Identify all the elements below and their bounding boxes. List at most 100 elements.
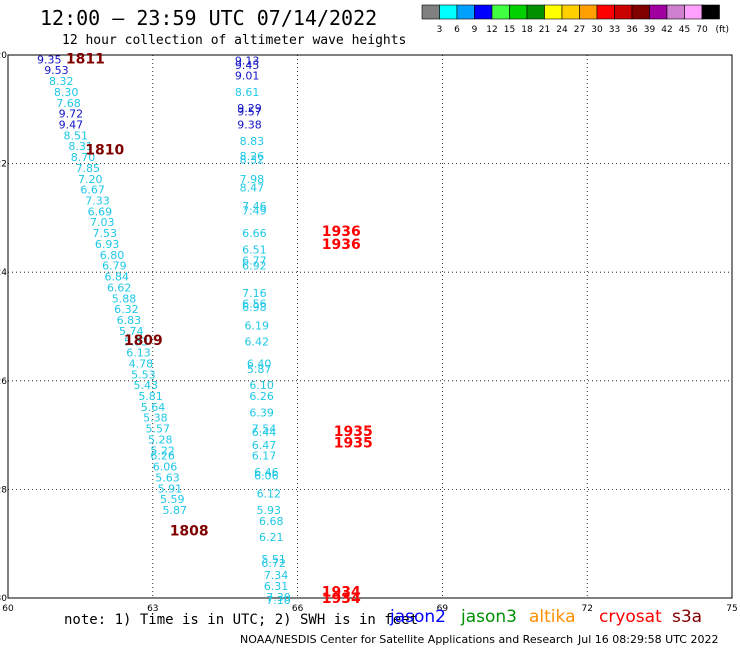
footer-note: note: 1) Time is in UTC; 2) SWH is in fe… xyxy=(64,612,419,628)
wave-height-value: 8.61 xyxy=(235,86,260,99)
wave-height-value: 7.54 xyxy=(252,423,277,436)
wave-height-value: 7.03 xyxy=(90,216,115,229)
legend-tick-label: 18 xyxy=(521,25,533,35)
longitude-label: 63 xyxy=(147,604,158,614)
latitude-label: -22 xyxy=(0,160,7,170)
wave-height-value: 6.62 xyxy=(107,281,131,294)
wave-height-value: 6.80 xyxy=(100,249,125,262)
wave-height-value: 7.68 xyxy=(56,97,80,110)
wave-height-value: 6.83 xyxy=(117,314,142,327)
wave-height-value: 6.39 xyxy=(249,406,273,419)
legend-tick-label: 27 xyxy=(574,25,585,35)
legend-tick-label: 36 xyxy=(626,25,638,35)
legend-swatch xyxy=(649,4,668,20)
legend-swatch xyxy=(701,4,720,20)
legend-tick-label: 45 xyxy=(679,25,690,35)
wave-height-value: 9.45 xyxy=(235,59,260,72)
wave-height-value: 9.35 xyxy=(37,53,62,66)
longitude-label: 69 xyxy=(437,604,449,614)
wave-height-values: 9.359.53 8.32 8.307.689.729.478.518.318.70… xyxy=(37,53,291,607)
wave-height-value: 6.67 xyxy=(80,184,105,197)
wave-height-value: 9.53 xyxy=(44,64,68,77)
wave-height-value: 6.69 xyxy=(88,205,113,218)
wave-height-value: 9.47 xyxy=(59,119,84,132)
wave-height-value: 5.43 xyxy=(133,379,158,392)
wave-height-value: 5.93 xyxy=(257,504,282,517)
wave-height-value: 6.31 xyxy=(264,580,289,593)
wave-height-value: 8.47 xyxy=(240,181,265,194)
wave-height-value: 5.59 xyxy=(160,493,185,506)
wave-height-value: 6.79 xyxy=(102,260,127,273)
pass-time-label: 1811 xyxy=(66,51,105,67)
legend-tick-label: 12 xyxy=(486,25,497,35)
wave-height-value: 5.87 xyxy=(247,363,271,376)
wave-height-value: 5.53 xyxy=(124,336,149,349)
latitude-label: -20 xyxy=(0,51,7,61)
wave-height-value: 6.46 xyxy=(254,466,279,479)
pass-time-label: 1936 xyxy=(322,224,361,240)
wave-height-value: 5.28 xyxy=(148,433,173,446)
wave-height-value: 6.72 xyxy=(261,557,286,570)
legend-swatch xyxy=(666,4,685,20)
wave-height-value: 6.26 xyxy=(249,390,273,403)
legend-tick-label: 39 xyxy=(644,25,656,35)
wave-height-value: 8.70 xyxy=(71,151,96,164)
legend-tick-label: 33 xyxy=(609,25,620,35)
wave-height-value: 6.06 xyxy=(254,469,279,482)
wave-height-value: 6.42 xyxy=(245,336,269,349)
map-axis-labels: 60 63 66 69 72 75 -20 -22 -24 -26 -28 -30 xyxy=(0,51,738,614)
satellite-label-s3a: s3a xyxy=(672,607,703,627)
wave-height-value: 5.74 xyxy=(119,325,144,338)
wave-height-value: 5.81 xyxy=(138,390,163,403)
pass-time-label: 1809 xyxy=(124,333,163,349)
wave-height-value: 7.53 xyxy=(92,227,117,240)
legend-tick-label: 42 xyxy=(661,25,672,35)
wave-height-value: 7.46 xyxy=(242,200,266,213)
map-grid xyxy=(8,55,732,598)
wave-height-value: 8.32 xyxy=(240,153,265,166)
legend-swatch xyxy=(491,4,510,20)
wave-height-value: 4.78 xyxy=(129,357,154,370)
latitude-label: -28 xyxy=(0,485,7,495)
satellite-label-altika: altika xyxy=(529,607,576,627)
wave-height-value: 6.19 xyxy=(245,319,269,332)
satellite-label-jason2: jason2 xyxy=(390,607,446,627)
wave-height-value: 5.87 xyxy=(162,504,187,517)
legend-swatch xyxy=(474,4,493,20)
legend-swatch xyxy=(684,4,703,20)
wave-height-value: 8.30 xyxy=(54,86,79,99)
wave-height-value: 9.01 xyxy=(235,70,260,83)
wave-height-value: 6.10 xyxy=(249,379,273,392)
legend-swatch xyxy=(544,4,563,20)
wave-height-value: 6.21 xyxy=(259,531,284,544)
legend-tick-label: 70 xyxy=(696,25,708,35)
wave-height-value: 6.47 xyxy=(252,439,277,452)
pass-time-label: 1935 xyxy=(334,436,373,452)
wave-height-value: 5.88 xyxy=(112,292,137,305)
legend-swatch xyxy=(631,4,650,20)
wave-height-value: 9.72 xyxy=(59,108,84,121)
wave-height-value: 7.33 xyxy=(85,195,110,208)
legend-tick-label: 30 xyxy=(591,25,603,35)
wave-height-value: 5.22 xyxy=(150,444,175,457)
wave-height-value: 5.38 xyxy=(143,412,168,425)
wave-height-value: 6.84 xyxy=(105,271,129,284)
legend-tick-label: 15 xyxy=(504,25,515,35)
legend-tick-label: 9 xyxy=(472,25,478,35)
wave-height-value: 6.26 xyxy=(150,450,175,463)
wave-height-value: 8.31 xyxy=(68,140,93,153)
longitude-label: 75 xyxy=(726,604,737,614)
wave-height-value: 6.93 xyxy=(95,238,120,251)
pass-time-label: 1808 xyxy=(170,524,209,540)
legend-tick-label: 21 xyxy=(539,25,550,35)
wave-height-value: 6.13 xyxy=(126,347,150,360)
wave-height-value: 5.63 xyxy=(155,471,180,484)
legend-unit: (ft) xyxy=(715,25,729,35)
pass-time-label: 1936 xyxy=(322,237,361,253)
footer-timestamp: Jul 16 08:29:58 UTC 2022 xyxy=(578,633,719,646)
page-subtitle: 12 hour collection of altimeter wave hei… xyxy=(62,33,407,48)
wave-height-value: 8.51 xyxy=(64,129,89,142)
wave-height-value: 7.30 xyxy=(266,591,291,604)
wave-height-value: 6.66 xyxy=(242,227,266,240)
